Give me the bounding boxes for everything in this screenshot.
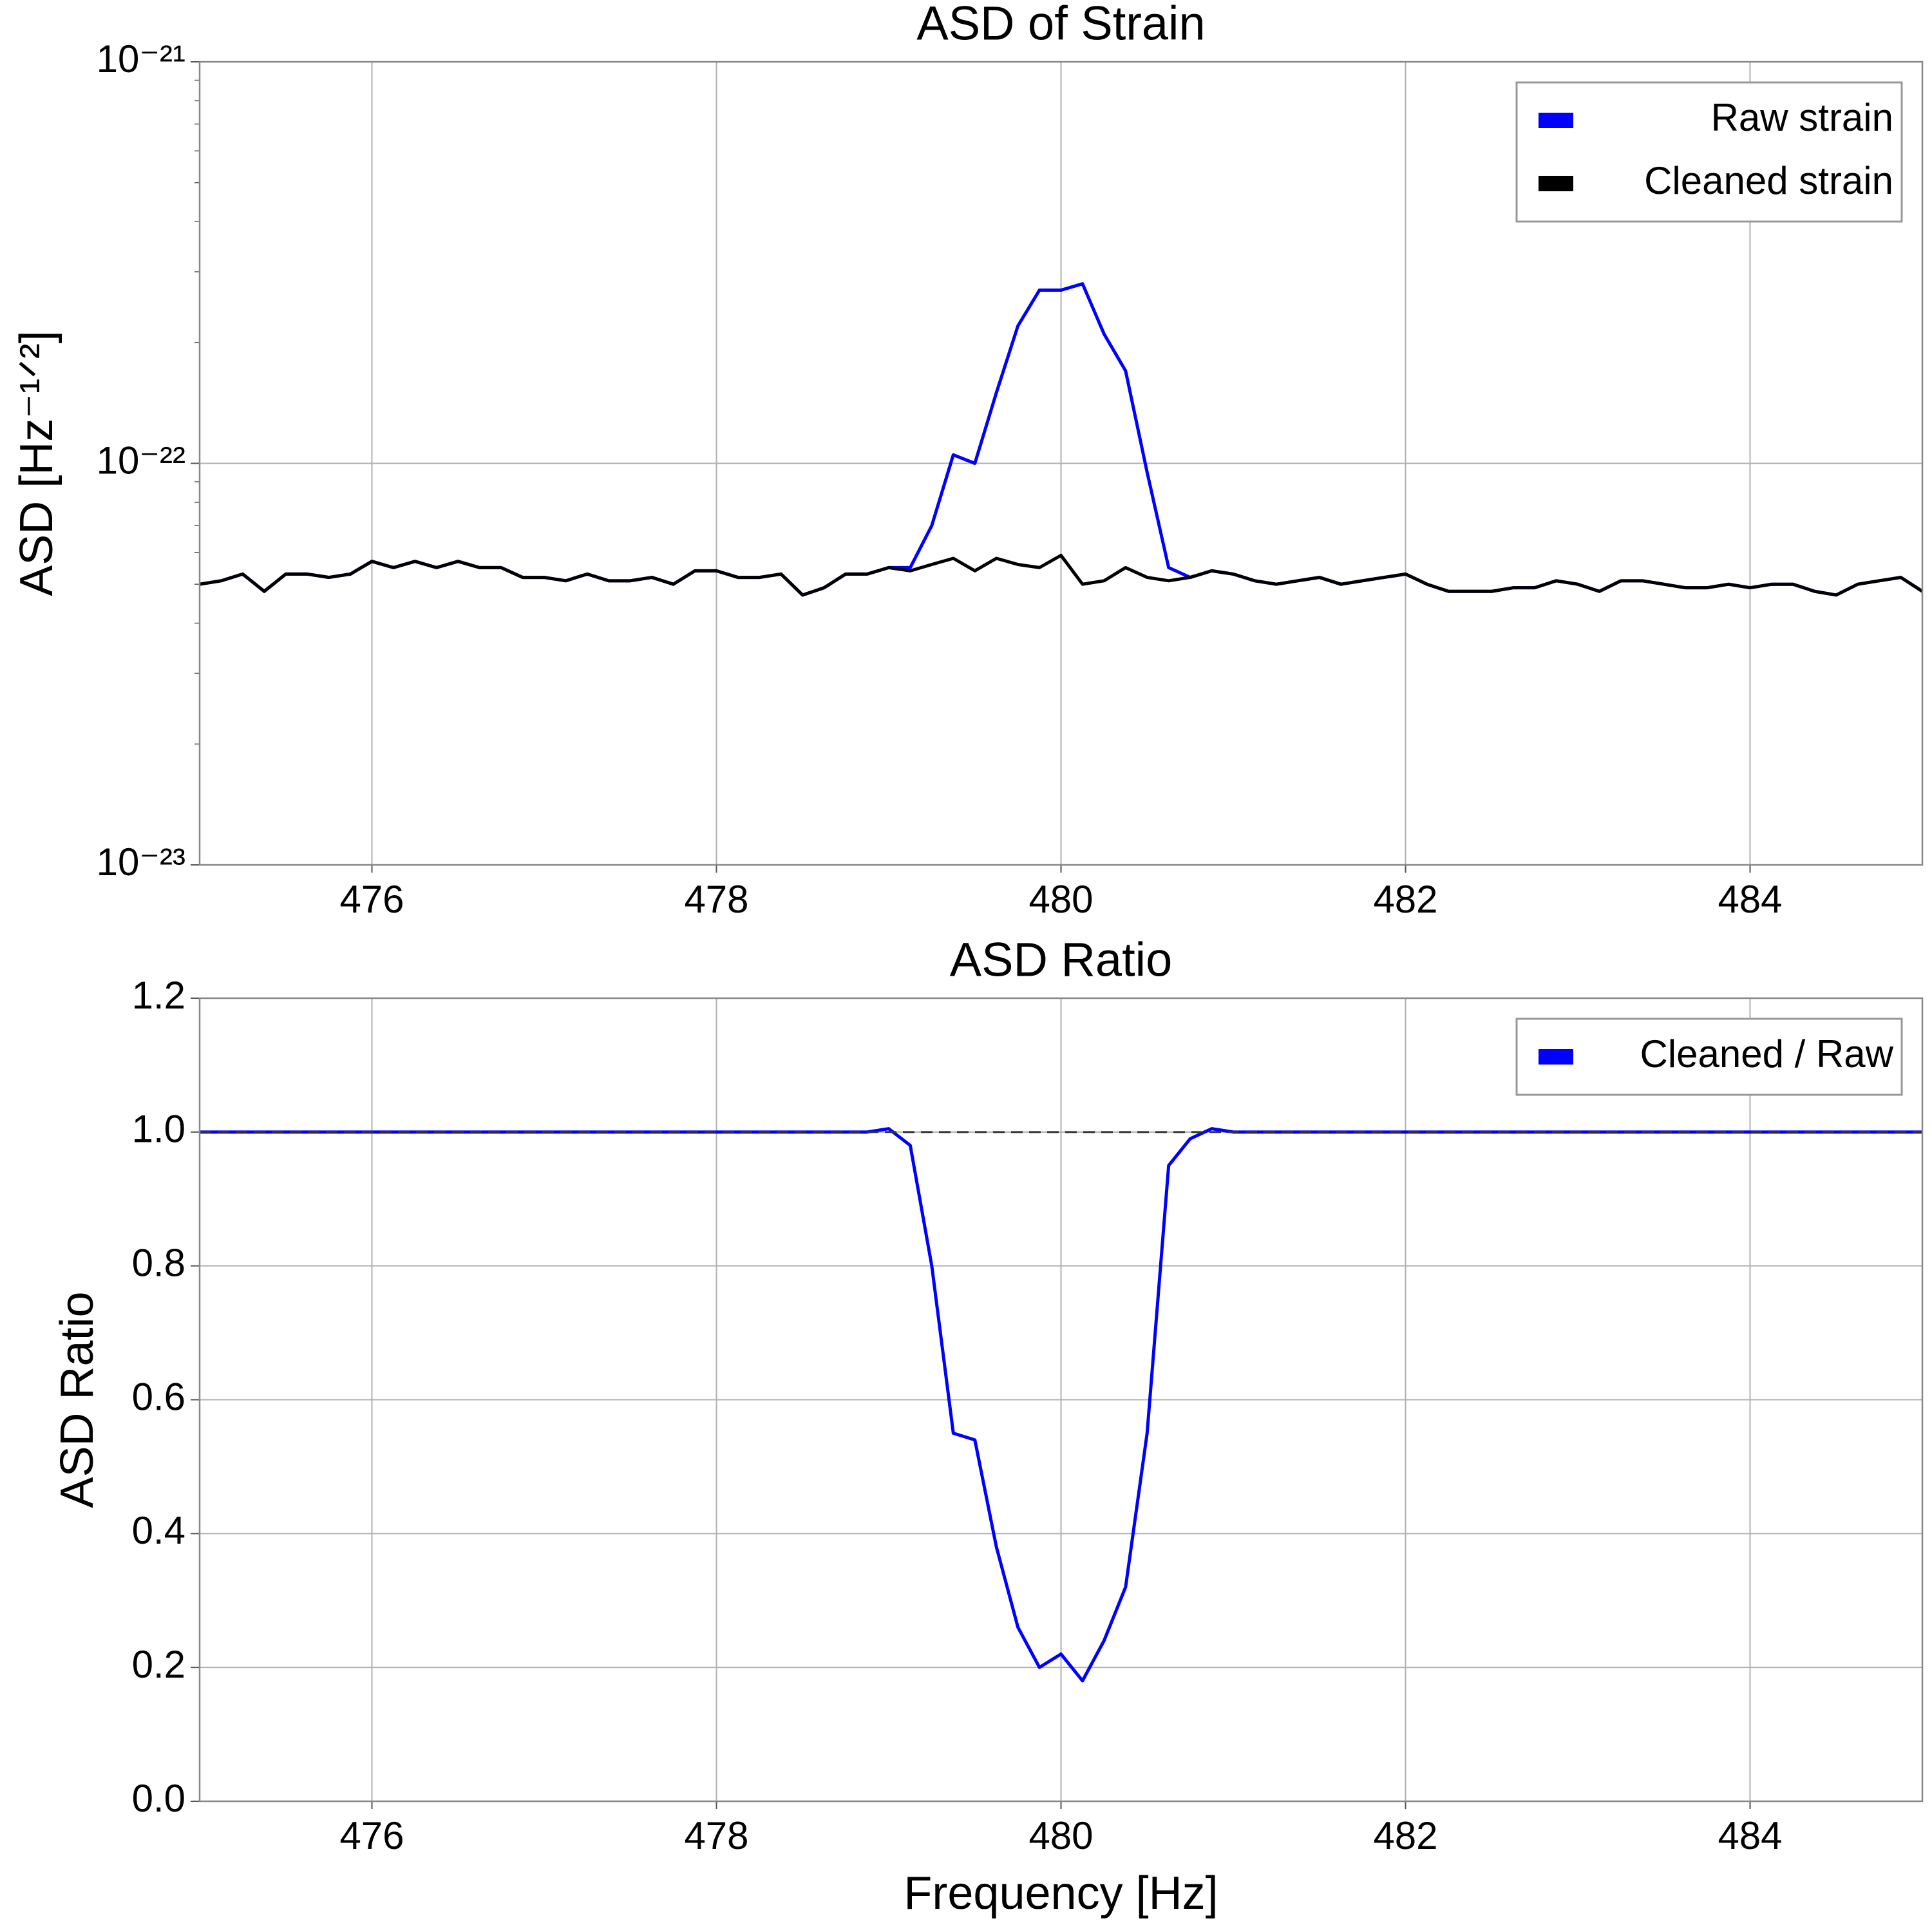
x-tick-label: 484 xyxy=(1718,1814,1782,1857)
legend-label: Cleaned strain xyxy=(1644,159,1893,202)
axes-frame xyxy=(198,61,1924,866)
legend-label: Cleaned / Raw xyxy=(1640,1032,1893,1075)
y-tick-label: 0.8 xyxy=(132,1242,185,1285)
x-tick-label: 478 xyxy=(684,878,748,921)
y-tick-label: 0.0 xyxy=(132,1777,185,1820)
legend-box xyxy=(1515,1018,1903,1096)
x-tick-label: 476 xyxy=(339,878,404,921)
y-tick-label: 1.2 xyxy=(132,974,185,1017)
chart-title: ASD of Strain xyxy=(916,0,1205,50)
y-tick-label: 0.6 xyxy=(132,1375,185,1418)
y-axis-label: ASD [Hz⁻¹ᐟ²] xyxy=(11,330,62,596)
x-tick-label: 480 xyxy=(1028,878,1093,921)
y-tick-label: 10⁻²³ xyxy=(97,840,185,884)
axes-frame xyxy=(198,997,1924,1803)
x-tick-label: 482 xyxy=(1373,878,1437,921)
y-tick-label: 1.0 xyxy=(132,1108,185,1151)
x-axis-label: Frequency [Hz] xyxy=(904,1868,1218,1919)
y-tick-label: 0.4 xyxy=(132,1509,185,1552)
y-tick-label: 10⁻²² xyxy=(97,439,185,482)
legend-swatch xyxy=(1539,1049,1573,1065)
legend-swatch xyxy=(1539,176,1573,191)
y-tick-label: 10⁻²¹ xyxy=(97,37,185,80)
legend-label: Raw strain xyxy=(1711,96,1893,139)
x-tick-label: 484 xyxy=(1718,878,1782,921)
legend-box xyxy=(1515,81,1903,223)
x-tick-label: 478 xyxy=(684,1814,748,1857)
x-tick-label: 476 xyxy=(339,1814,404,1857)
chart-title: ASD Ratio xyxy=(950,933,1172,987)
x-tick-label: 482 xyxy=(1373,1814,1437,1857)
y-tick-label: 0.2 xyxy=(132,1643,185,1686)
x-tick-label: 480 xyxy=(1028,1814,1093,1857)
y-axis-label: ASD Ratio xyxy=(52,1291,103,1508)
legend-swatch xyxy=(1539,113,1573,128)
data-line xyxy=(199,553,1924,597)
